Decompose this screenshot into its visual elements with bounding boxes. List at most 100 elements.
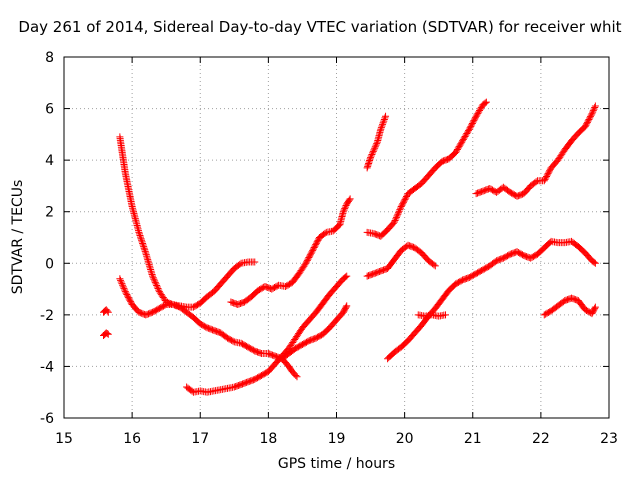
data-point xyxy=(540,177,548,185)
data-point xyxy=(340,206,348,214)
data-point xyxy=(393,212,401,220)
data-point xyxy=(119,281,127,289)
data-point xyxy=(481,99,489,107)
data-point xyxy=(137,233,145,241)
y-tick-label: -4 xyxy=(40,359,54,375)
data-point xyxy=(292,371,300,379)
data-point xyxy=(394,210,402,218)
data-point xyxy=(313,238,321,246)
data-point xyxy=(293,373,301,381)
data-point xyxy=(381,114,389,122)
series-arc-n xyxy=(540,294,599,319)
data-point xyxy=(346,195,354,203)
data-point xyxy=(459,137,467,145)
data-point xyxy=(391,216,399,224)
data-point xyxy=(392,213,400,221)
data-point xyxy=(430,261,438,269)
data-point xyxy=(314,236,322,244)
data-point xyxy=(543,171,551,179)
data-point xyxy=(127,298,135,306)
data-point xyxy=(103,330,111,338)
data-point xyxy=(378,122,386,130)
y-tick-label: 8 xyxy=(45,50,54,66)
data-point xyxy=(116,275,124,283)
data-point xyxy=(309,245,317,253)
data-point xyxy=(465,125,473,133)
data-point xyxy=(469,118,477,126)
data-point xyxy=(141,247,149,255)
data-point xyxy=(367,152,375,160)
data-point xyxy=(161,301,169,309)
data-point xyxy=(463,130,471,138)
data-point xyxy=(397,204,405,212)
series-arc-l xyxy=(414,311,449,320)
data-point xyxy=(371,143,379,151)
data-point xyxy=(591,102,599,110)
data-point xyxy=(104,330,112,338)
data-point xyxy=(401,195,409,203)
data-point xyxy=(473,111,481,119)
data-point xyxy=(149,272,157,280)
data-point xyxy=(458,138,466,146)
data-point xyxy=(590,105,598,113)
data-point xyxy=(118,280,126,288)
data-point xyxy=(305,254,313,262)
data-point xyxy=(543,172,551,180)
data-point xyxy=(460,134,468,142)
data-point xyxy=(149,274,157,282)
data-point xyxy=(140,244,148,252)
x-tick-label: 17 xyxy=(191,431,209,447)
data-point xyxy=(468,121,476,129)
data-point xyxy=(377,124,385,132)
data-point xyxy=(137,235,145,243)
data-point xyxy=(379,119,387,127)
data-point xyxy=(403,193,411,201)
data-point xyxy=(309,246,317,254)
data-point xyxy=(368,150,376,158)
y-axis-label: SDTVAR / TECUs xyxy=(10,179,26,295)
data-point xyxy=(301,261,309,269)
data-point xyxy=(584,117,592,125)
data-point xyxy=(373,140,381,148)
data-point xyxy=(151,277,159,285)
data-point xyxy=(139,239,147,247)
data-point xyxy=(125,295,133,303)
chart-title: Day 261 of 2014, Sidereal Day-to-day VTE… xyxy=(18,18,622,36)
data-point xyxy=(590,258,598,266)
data-point xyxy=(382,112,390,120)
data-point xyxy=(545,168,553,176)
x-tick-label: 16 xyxy=(123,431,141,447)
x-axis-label: GPS time / hours xyxy=(277,456,396,472)
data-point xyxy=(542,174,550,182)
x-tick-label: 23 xyxy=(600,431,618,447)
data-point xyxy=(153,281,161,289)
data-point xyxy=(459,135,467,143)
data-point xyxy=(256,349,264,357)
series-arc-j xyxy=(363,241,439,280)
data-point xyxy=(472,112,480,120)
data-point xyxy=(120,284,128,292)
data-point xyxy=(591,259,599,267)
data-point xyxy=(588,110,596,118)
data-point xyxy=(369,149,377,157)
data-point xyxy=(546,167,554,175)
data-point xyxy=(306,252,314,260)
data-point xyxy=(153,283,161,291)
data-point xyxy=(431,262,439,270)
x-tick-label: 18 xyxy=(259,431,277,447)
data-point xyxy=(587,111,595,119)
data-point xyxy=(341,205,349,213)
data-point xyxy=(390,218,398,226)
data-point xyxy=(453,146,461,154)
data-point xyxy=(589,107,597,115)
data-point xyxy=(103,307,111,315)
data-point xyxy=(471,114,479,122)
y-tick-label: 6 xyxy=(45,102,54,118)
x-tick-label: 19 xyxy=(328,431,346,447)
data-point xyxy=(302,259,310,267)
data-point xyxy=(442,311,449,319)
data-point xyxy=(461,132,469,140)
data-point xyxy=(453,147,461,155)
data-point xyxy=(140,243,148,251)
